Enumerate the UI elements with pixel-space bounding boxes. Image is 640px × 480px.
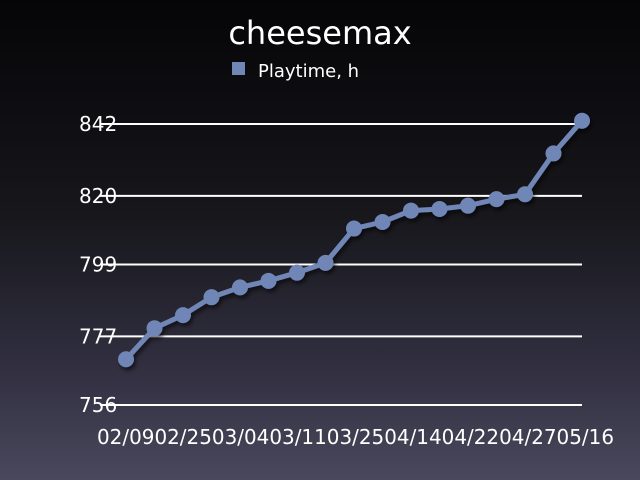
y-tick-label: 777 — [79, 324, 117, 348]
data-point — [260, 272, 277, 289]
legend-label: Playtime, h — [258, 61, 359, 82]
data-point — [232, 279, 248, 296]
series-line — [123, 118, 585, 362]
data-point — [346, 220, 362, 237]
x-tick-labels: 02/0902/2503/0403/1103/2504/1404/2204/27… — [97, 425, 614, 449]
data-point — [403, 202, 419, 219]
y-tick-label: 842 — [79, 112, 117, 136]
data-point — [574, 112, 590, 129]
data-point — [545, 145, 562, 162]
y-axis-ticks: 756 777 799 820 842 — [79, 112, 117, 417]
series-playtime — [118, 112, 590, 368]
y-tick-label: 820 — [79, 184, 117, 208]
y-tick-label: 756 — [79, 393, 117, 417]
y-tick-label: 799 — [79, 253, 117, 277]
data-point — [203, 289, 220, 306]
data-point — [460, 197, 476, 214]
data-point — [488, 191, 505, 208]
data-point — [289, 264, 305, 281]
gridlines — [100, 123, 582, 406]
legend-swatch — [232, 62, 245, 75]
data-point — [374, 214, 391, 231]
data-point — [431, 200, 448, 217]
chart-title: cheesemax — [228, 14, 411, 52]
legend: Playtime, h — [232, 61, 359, 82]
data-point — [146, 320, 163, 337]
data-point — [517, 186, 533, 203]
data-point — [175, 307, 191, 324]
data-point — [118, 351, 134, 368]
data-point — [317, 254, 334, 271]
x-axis-ticks: 02/0902/2503/0403/1103/2504/1404/2204/27… — [97, 425, 614, 449]
